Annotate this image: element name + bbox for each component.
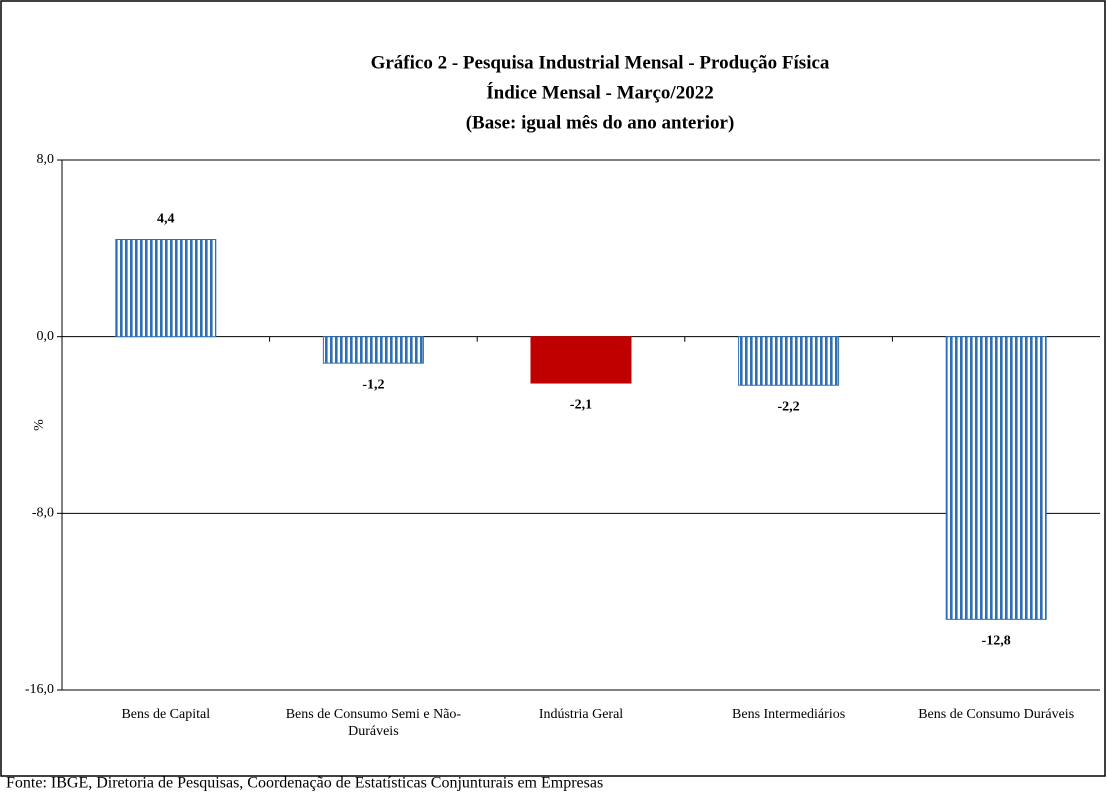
data-label: -2,2 [778, 399, 800, 414]
bar [115, 239, 217, 338]
y-tick-label: 8,0 [37, 152, 55, 167]
data-label: -1,2 [362, 377, 384, 392]
frame [0, 0, 1106, 777]
data-label: -2,1 [570, 397, 592, 412]
y-tick-label: -8,0 [32, 506, 54, 521]
x-tick-label: Indústria Geral [538, 707, 624, 722]
data-label: -12,8 [982, 634, 1011, 649]
bar [322, 336, 424, 364]
x-tick-label: Bens de Consumo Semi e Não-Duráveis [285, 707, 462, 739]
source: Fonte: IBGE, Diretoria de Pesquisas, Coo… [6, 775, 603, 792]
chart-title: (Base: igual mês do ano anterior) [466, 112, 735, 133]
x-tick-label: Bens de Capital [121, 707, 211, 722]
bar [738, 336, 840, 386]
y-tick-label: -16,0 [25, 682, 54, 697]
data-label: 4,4 [157, 212, 175, 227]
y-axis-label: % [32, 419, 47, 431]
bar [945, 336, 1047, 620]
x-tick-label: Bens Intermediários [732, 707, 846, 722]
bar [530, 336, 632, 384]
chart-title: Gráfico 2 - Pesquisa Industrial Mensal -… [371, 52, 830, 73]
x-tick-label: Bens de Consumo Duráveis [918, 707, 1075, 722]
y-tick-label: 0,0 [37, 329, 55, 344]
chart-title: Índice Mensal - Março/2022 [486, 81, 713, 103]
